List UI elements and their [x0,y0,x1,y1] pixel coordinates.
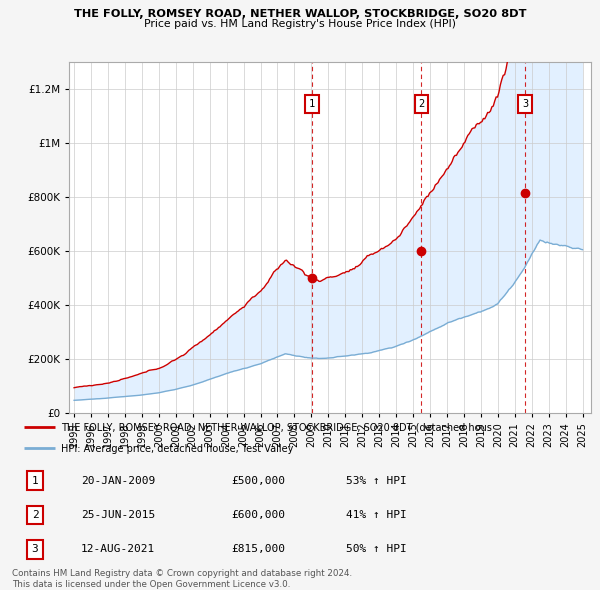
Text: 1: 1 [309,99,316,109]
Text: 2: 2 [32,510,38,520]
Text: 53% ↑ HPI: 53% ↑ HPI [346,476,407,486]
Text: HPI: Average price, detached house, Test Valley: HPI: Average price, detached house, Test… [61,444,293,454]
Text: 12-AUG-2021: 12-AUG-2021 [81,545,155,555]
Text: THE FOLLY, ROMSEY ROAD, NETHER WALLOP, STOCKBRIDGE, SO20 8DT (detached hous: THE FOLLY, ROMSEY ROAD, NETHER WALLOP, S… [61,423,492,433]
Text: 3: 3 [32,545,38,555]
Text: £500,000: £500,000 [231,476,285,486]
Text: Price paid vs. HM Land Registry's House Price Index (HPI): Price paid vs. HM Land Registry's House … [144,19,456,29]
Text: £815,000: £815,000 [231,545,285,555]
Text: 1: 1 [32,476,38,486]
Text: 41% ↑ HPI: 41% ↑ HPI [346,510,407,520]
Text: 50% ↑ HPI: 50% ↑ HPI [346,545,407,555]
Text: 20-JAN-2009: 20-JAN-2009 [81,476,155,486]
Text: £600,000: £600,000 [231,510,285,520]
Text: Contains HM Land Registry data © Crown copyright and database right 2024.
This d: Contains HM Land Registry data © Crown c… [12,569,352,589]
Text: 25-JUN-2015: 25-JUN-2015 [81,510,155,520]
Text: THE FOLLY, ROMSEY ROAD, NETHER WALLOP, STOCKBRIDGE, SO20 8DT: THE FOLLY, ROMSEY ROAD, NETHER WALLOP, S… [74,9,526,19]
Text: 2: 2 [418,99,424,109]
Text: 3: 3 [522,99,529,109]
